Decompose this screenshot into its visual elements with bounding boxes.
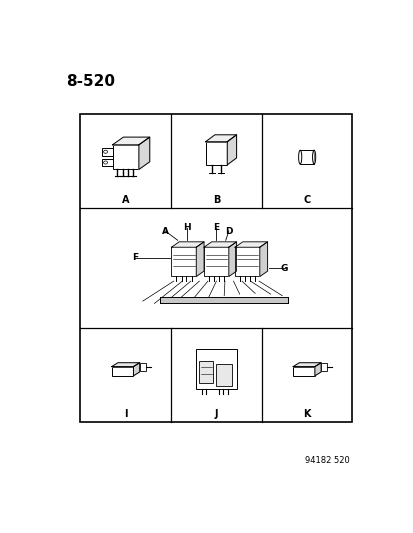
Bar	[102, 148, 112, 156]
Polygon shape	[292, 363, 320, 367]
Bar	[171, 247, 196, 277]
Bar	[292, 367, 314, 376]
Polygon shape	[205, 135, 236, 142]
Text: C: C	[303, 195, 310, 205]
Bar	[199, 361, 213, 383]
Bar	[80, 114, 351, 422]
Polygon shape	[133, 363, 139, 376]
Ellipse shape	[298, 150, 301, 164]
Text: 94182 520: 94182 520	[305, 456, 349, 465]
Polygon shape	[138, 137, 150, 169]
Bar	[205, 142, 227, 165]
Bar	[112, 145, 138, 169]
Polygon shape	[259, 242, 267, 277]
Bar	[102, 159, 112, 166]
Bar	[216, 364, 231, 386]
Bar	[112, 367, 133, 376]
Text: H: H	[183, 223, 190, 232]
Polygon shape	[228, 242, 236, 277]
Text: J: J	[214, 409, 218, 419]
Text: I: I	[123, 409, 127, 419]
Text: A: A	[122, 195, 129, 205]
Text: A: A	[161, 227, 169, 236]
Polygon shape	[204, 242, 236, 247]
Polygon shape	[314, 363, 320, 376]
Polygon shape	[196, 242, 204, 277]
Text: 8-520: 8-520	[66, 74, 114, 89]
Text: K: K	[303, 409, 310, 419]
Ellipse shape	[103, 161, 107, 164]
Bar	[160, 297, 287, 303]
Bar	[299, 150, 313, 164]
Polygon shape	[227, 135, 236, 165]
Text: E: E	[213, 223, 219, 232]
Text: F: F	[132, 254, 138, 262]
Polygon shape	[235, 242, 267, 247]
Text: B: B	[212, 195, 220, 205]
Ellipse shape	[312, 150, 315, 164]
Text: D: D	[225, 227, 232, 236]
Bar	[235, 247, 259, 277]
Text: G: G	[280, 263, 287, 272]
Bar	[139, 364, 145, 371]
Ellipse shape	[103, 150, 107, 154]
Polygon shape	[171, 242, 204, 247]
Polygon shape	[112, 363, 139, 367]
Polygon shape	[112, 137, 150, 145]
Bar	[204, 247, 228, 277]
Bar	[196, 349, 236, 389]
Bar	[320, 364, 327, 371]
